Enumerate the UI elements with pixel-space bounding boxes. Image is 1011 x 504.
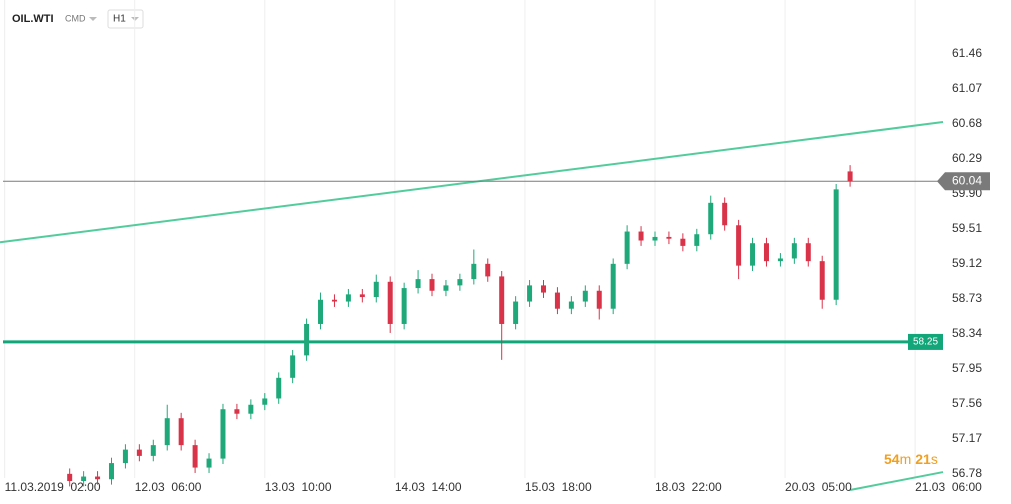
candle-body <box>805 243 811 262</box>
candle-body <box>443 285 449 291</box>
candle-body <box>415 279 421 289</box>
x-tick-label: 20.03 05:00 <box>785 480 852 494</box>
candle-body <box>220 409 226 459</box>
candle-body <box>108 463 114 480</box>
plot-area <box>0 0 944 491</box>
candle-body <box>596 290 602 309</box>
candle-body <box>554 292 560 309</box>
candle-body <box>582 290 588 302</box>
interval-select[interactable]: H1 <box>113 14 126 25</box>
trend-line <box>0 121 944 244</box>
y-tick-label: 61.46 <box>952 46 982 60</box>
y-tick-label: 59.12 <box>952 256 982 270</box>
candle-body <box>318 299 324 324</box>
candle-body <box>262 398 268 405</box>
candle-body <box>192 445 198 468</box>
candle-body <box>541 285 547 293</box>
y-tick-label: 57.95 <box>952 361 982 375</box>
y-tick-label: 61.07 <box>952 81 982 95</box>
candle-body <box>67 473 73 482</box>
candle-body <box>847 171 853 182</box>
candle-body <box>345 294 351 302</box>
candle-body <box>136 449 142 456</box>
group-select[interactable]: CMD <box>65 13 86 23</box>
candle-body <box>471 263 477 280</box>
candle-body <box>150 445 156 456</box>
candle-body <box>178 418 184 446</box>
candle-body <box>694 234 700 246</box>
candle-body <box>401 288 407 324</box>
timer-minutes: 54 <box>884 451 900 467</box>
candle-body <box>708 202 714 235</box>
candle-body <box>248 404 254 414</box>
candle-body <box>485 263 491 277</box>
timer-seconds: 21 <box>915 451 931 467</box>
candle-body <box>763 243 769 262</box>
candle-body <box>666 236 672 239</box>
y-tick-label: 59.51 <box>952 221 982 235</box>
candle-body <box>499 276 505 324</box>
y-tick-label: 60.29 <box>952 151 982 165</box>
x-tick-label: 14.03 14:00 <box>395 480 462 494</box>
candle-body <box>164 418 170 446</box>
candle-body <box>750 243 756 266</box>
timer: 54m 21s <box>884 451 938 467</box>
interval-box[interactable] <box>107 9 144 29</box>
candle-body <box>610 263 616 309</box>
candle-body <box>568 301 574 309</box>
candle-body <box>624 231 630 264</box>
x-tick-label: 13.03 10:00 <box>265 480 332 494</box>
x-tick-label: 15.03 18:00 <box>525 480 592 494</box>
level-tag <box>908 333 943 350</box>
candle-body <box>234 409 240 414</box>
x-tick-label: 11.03.2019 02:00 <box>5 480 101 494</box>
y-tick-label: 60.68 <box>952 116 982 130</box>
symbol: OIL.WTI <box>12 13 54 25</box>
y-tick-label: 57.17 <box>952 431 982 445</box>
trend-line <box>849 471 944 491</box>
candle-body <box>680 238 686 246</box>
candle-body <box>527 285 533 302</box>
candle-body <box>638 231 644 241</box>
timer-unit: m <box>900 451 912 467</box>
price-tag <box>937 172 990 191</box>
candle-body <box>331 299 337 302</box>
candle-body <box>276 377 282 399</box>
candle-body <box>722 202 728 226</box>
level-label: 58.25 <box>913 337 938 348</box>
candle-body <box>373 281 379 298</box>
x-tick-label: 18.03 22:00 <box>655 480 722 494</box>
candle-body <box>457 279 463 286</box>
y-tick-label: 58.73 <box>952 291 982 305</box>
candle-body <box>429 279 435 291</box>
y-tick-label: 57.56 <box>952 396 982 410</box>
candle-body <box>122 449 128 464</box>
candle-body <box>95 476 101 480</box>
candle-body <box>290 355 296 378</box>
dropdown-arrow <box>89 17 97 21</box>
y-tick-label: 56.78 <box>952 466 982 480</box>
candle-body <box>736 225 742 266</box>
timer-unit: s <box>931 451 938 467</box>
candle-body <box>359 294 365 298</box>
candle-body <box>387 281 393 324</box>
candle-body <box>819 261 825 300</box>
candle-body <box>206 458 212 468</box>
x-tick-label: 12.03 06:00 <box>135 480 202 494</box>
candle-body <box>513 301 519 324</box>
candle-body <box>791 243 797 259</box>
candle-body <box>81 476 87 482</box>
y-tick-label: 58.34 <box>952 326 982 340</box>
x-tick-label: 21.03 06:00 <box>915 480 982 494</box>
candle-body <box>304 323 310 356</box>
price-label: 60.04 <box>952 173 982 187</box>
candle-body <box>833 189 839 300</box>
candle-body <box>777 258 783 262</box>
candle-body <box>652 236 658 241</box>
